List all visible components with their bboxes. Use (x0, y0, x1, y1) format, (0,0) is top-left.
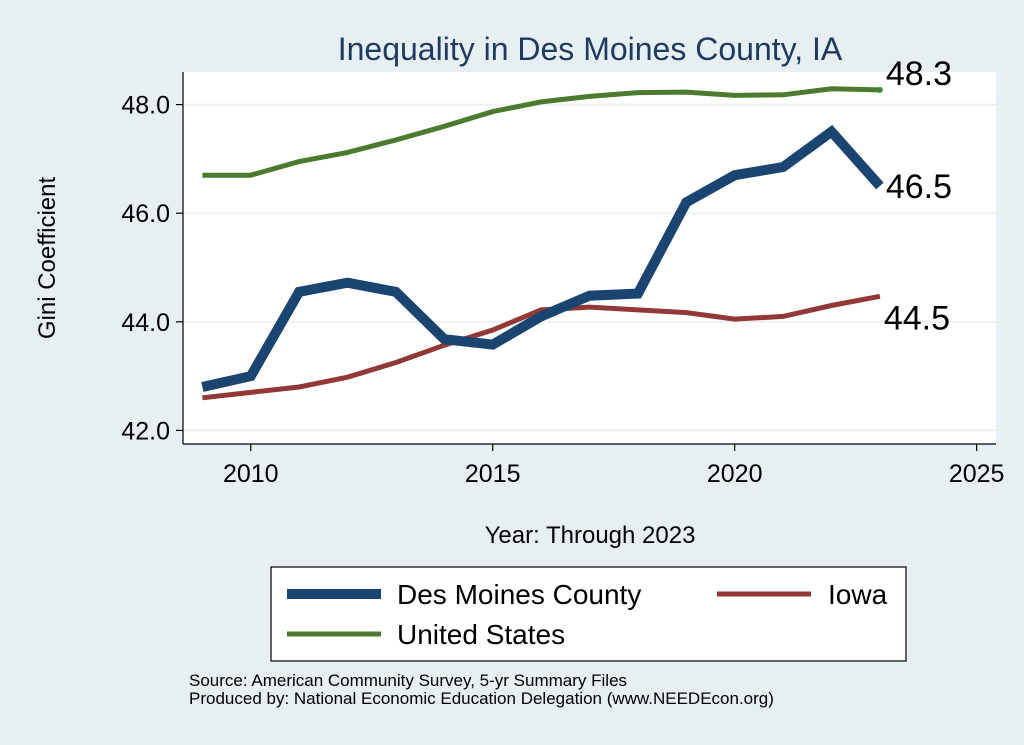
legend-item-iowa: Iowa (717, 579, 888, 610)
y-tick-label: 46.0 (121, 200, 170, 228)
legend: Des Moines County Iowa United States (270, 566, 907, 662)
grid-lines (183, 103, 996, 432)
series-line-des-moines-county (201, 124, 884, 392)
legend-label-des-moines-county: Des Moines County (397, 579, 641, 610)
series-line-united-states (202, 86, 880, 178)
source-line: Source: American Community Survey, 5-yr … (189, 671, 628, 690)
chart-title: Inequality in Des Moines County, IA (338, 31, 843, 67)
end-label-des-moines-county: 46.5 (886, 168, 952, 206)
end-labels: 46.5 44.5 48.3 (884, 55, 952, 337)
series-end-marker-united-states (876, 86, 883, 93)
legend-box (270, 566, 907, 662)
x-tick-label: 2025 (949, 460, 1005, 488)
y-tick-label: 48.0 (121, 92, 170, 120)
x-tick-label: 2020 (707, 460, 763, 488)
x-axis-title: Year: Through 2023 (485, 522, 696, 549)
y-tick-label: 44.0 (121, 309, 170, 337)
y-axis-title: Gini Coefficient (34, 177, 61, 340)
end-label-iowa: 44.5 (884, 299, 950, 337)
produced-by-line: Produced by: National Economic Education… (189, 689, 774, 708)
x-axis-ticks: 2010 2015 2020 2025 (223, 444, 1005, 488)
end-label-united-states: 48.3 (886, 55, 952, 93)
y-axis-ticks: 42.0 44.0 46.0 48.0 (121, 92, 183, 445)
series-line-iowa (202, 293, 881, 401)
y-tick-label: 42.0 (121, 417, 170, 445)
legend-item-des-moines-county: Des Moines County (287, 579, 641, 610)
source-note: Source: American Community Survey, 5-yr … (189, 672, 774, 708)
x-tick-label: 2015 (465, 460, 521, 488)
legend-label-iowa: Iowa (828, 579, 888, 610)
series-layer (201, 86, 884, 401)
legend-item-united-states: United States (287, 619, 565, 650)
x-tick-label: 2010 (223, 460, 279, 488)
legend-label-united-states: United States (397, 619, 565, 650)
